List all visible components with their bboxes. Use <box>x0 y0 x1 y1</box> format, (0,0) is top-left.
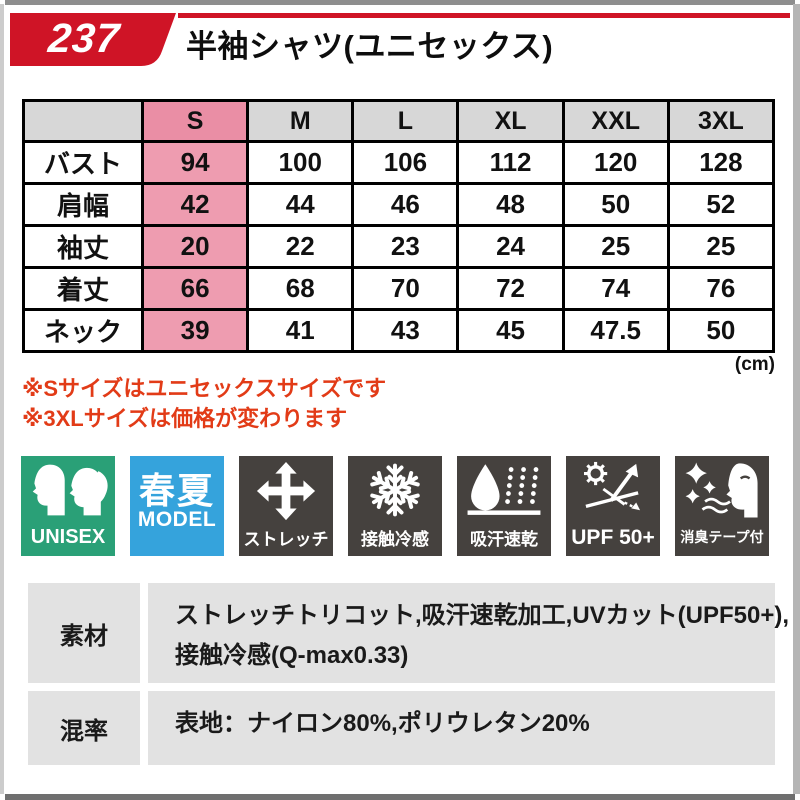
note-s-size: ※Sサイズはユニセックスサイズです <box>22 376 387 401</box>
row-label-shoulder: 肩幅 <box>22 182 144 227</box>
cell-sleeve-3xl: 25 <box>666 224 776 269</box>
material-line-1: ストレッチトリコット,吸汗速乾加工,UVカット(UPF50+), <box>175 602 790 629</box>
cell-length-xl: 72 <box>456 266 565 311</box>
table-row-shoulder: 肩幅 42 44 46 48 50 52 <box>22 182 776 227</box>
feature-upf-label: UPF 50+ <box>571 526 655 549</box>
cell-sleeve-xxl: 25 <box>561 224 670 269</box>
feature-deodorant-badge: 消臭テープ付 <box>675 456 769 556</box>
size-table: S M L XL XXL 3XL バスト 94 100 106 112 120 … <box>22 99 776 353</box>
item-number: 237 <box>46 15 122 61</box>
spec-row-blend: 混率 表地：ナイロン80%,ポリウレタン20% <box>28 691 775 765</box>
blend-value: 表地：ナイロン80%,ポリウレタン20% <box>148 691 775 765</box>
cell-shoulder-xxl: 50 <box>561 182 670 227</box>
table-row-sleeve: 袖丈 20 22 23 24 25 25 <box>22 224 776 269</box>
table-row-neck: ネック 39 41 43 45 47.5 50 <box>22 308 776 353</box>
feature-stretch-label: ストレッチ <box>243 530 329 549</box>
cell-sleeve-s: 20 <box>140 224 250 269</box>
cell-shoulder-3xl: 52 <box>666 182 776 227</box>
cell-length-m: 68 <box>246 266 355 311</box>
feature-stretch-badge: ストレッチ <box>239 456 333 556</box>
blend-label: 混率 <box>28 691 140 765</box>
feature-unisex-label: UNISEX <box>30 526 106 548</box>
deodorant-face-icon <box>675 460 769 520</box>
feature-quick-dry-label: 吸汗速乾 <box>470 530 538 549</box>
feature-deodorant-label: 消臭テープ付 <box>680 529 764 545</box>
droplet-steam-icon <box>457 460 551 520</box>
cell-sleeve-m: 22 <box>246 224 355 269</box>
size-table-corner-cell <box>22 99 144 143</box>
feature-badges-row: UNISEX 春夏 MODEL ストレッチ <box>21 456 769 556</box>
cell-neck-3xl: 50 <box>666 308 776 353</box>
cell-shoulder-xl: 48 <box>456 182 565 227</box>
feature-quick-dry-badge: 吸汗速乾 <box>457 456 551 556</box>
table-row-length: 着丈 66 68 70 72 74 76 <box>22 266 776 311</box>
bottom-frame-bar <box>5 794 795 800</box>
cell-length-s: 66 <box>140 266 250 311</box>
header-accent-line <box>178 13 790 18</box>
cell-shoulder-m: 44 <box>246 182 355 227</box>
snowflake-icon <box>348 460 442 520</box>
size-table-header-row: S M L XL XXL 3XL <box>22 99 776 143</box>
size-col-m: M <box>246 99 355 143</box>
size-col-s: S <box>140 99 250 143</box>
stretch-arrows-icon <box>239 460 333 522</box>
left-frame-strip <box>0 4 4 794</box>
cell-neck-l: 43 <box>351 308 460 353</box>
uv-protection-sun-icon <box>566 460 660 518</box>
row-label-bust: バスト <box>22 140 144 185</box>
size-col-xl: XL <box>456 99 565 143</box>
model-text: MODEL <box>137 508 217 531</box>
feature-unisex-badge: UNISEX <box>21 456 115 556</box>
cell-length-l: 70 <box>351 266 460 311</box>
size-col-l: L <box>351 99 460 143</box>
top-frame-bar <box>5 0 795 5</box>
note-3xl-price: ※3XLサイズは価格が変わります <box>22 406 348 431</box>
row-label-sleeve: 袖丈 <box>22 224 144 269</box>
cell-shoulder-s: 42 <box>140 182 250 227</box>
row-label-length: 着丈 <box>22 266 144 311</box>
size-col-xxl: XXL <box>561 99 670 143</box>
cell-neck-xxl: 47.5 <box>561 308 670 353</box>
blend-line-1: 表地：ナイロン80%,ポリウレタン20% <box>175 710 590 737</box>
cell-neck-xl: 45 <box>456 308 565 353</box>
cell-neck-s: 39 <box>140 308 250 353</box>
cell-bust-s: 94 <box>140 140 250 185</box>
feature-cool-touch-badge: 接触冷感 <box>348 456 442 556</box>
cell-sleeve-xl: 24 <box>456 224 565 269</box>
cell-length-xxl: 74 <box>561 266 670 311</box>
row-label-neck: ネック <box>22 308 144 353</box>
unisex-heads-icon <box>21 460 115 520</box>
feature-upf-badge: UPF 50+ <box>566 456 660 556</box>
feature-spring-summer-badge: 春夏 MODEL <box>130 456 224 556</box>
item-number-badge <box>10 13 176 66</box>
cell-shoulder-l: 46 <box>351 182 460 227</box>
spring-summer-text: 春夏 <box>138 470 215 511</box>
spec-row-material: 素材 ストレッチトリコット,吸汗速乾加工,UVカット(UPF50+), 接触冷感… <box>28 583 790 683</box>
cell-bust-m: 100 <box>246 140 355 185</box>
material-line-2: 接触冷感(Q-max0.33) <box>175 642 409 669</box>
cell-bust-l: 106 <box>351 140 460 185</box>
cell-bust-3xl: 128 <box>666 140 776 185</box>
material-label: 素材 <box>28 583 140 683</box>
size-col-3xl: 3XL <box>666 99 776 143</box>
cell-length-3xl: 76 <box>666 266 776 311</box>
material-value: ストレッチトリコット,吸汗速乾加工,UVカット(UPF50+), 接触冷感(Q-… <box>148 583 790 683</box>
cell-sleeve-l: 23 <box>351 224 460 269</box>
size-notes: ※Sサイズはユニセックスサイズです ※3XLサイズは価格が変わります <box>22 374 386 434</box>
cell-bust-xl: 112 <box>456 140 565 185</box>
cell-bust-xxl: 120 <box>561 140 670 185</box>
product-title: 半袖シャツ(ユニセックス) <box>186 29 554 64</box>
feature-cool-touch-label: 接触冷感 <box>361 530 429 549</box>
unit-label: (cm) <box>734 354 775 375</box>
cell-neck-m: 41 <box>246 308 355 353</box>
right-frame-strip <box>793 4 800 794</box>
table-row-bust: バスト 94 100 106 112 120 128 <box>22 140 776 185</box>
